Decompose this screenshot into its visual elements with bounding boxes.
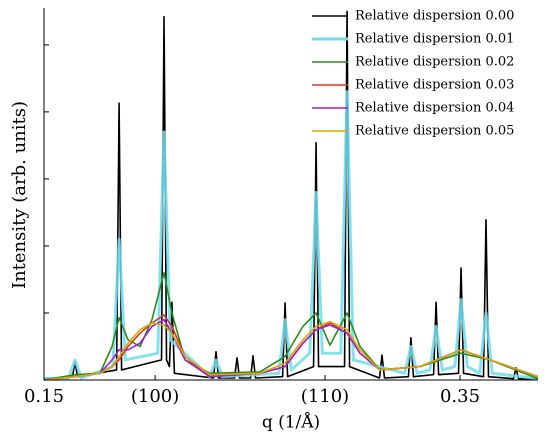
legend-label: Relative dispersion 0.02 [355, 55, 514, 70]
legend-label: Relative dispersion 0.03 [355, 78, 514, 93]
x-tick-label: (100) [131, 386, 179, 407]
series-line [43, 90, 539, 381]
legend-label: Relative dispersion 0.05 [355, 124, 514, 139]
x-axis-label: q (1/Å) [262, 412, 320, 433]
x-tick-label: (110) [301, 386, 349, 407]
series-line [43, 320, 539, 381]
legend-label: Relative dispersion 0.01 [355, 32, 514, 47]
x-tick-label: 0.35 [440, 386, 480, 407]
series-line [43, 10, 538, 380]
legend-label: Relative dispersion 0.00 [355, 9, 514, 24]
y-axis-label: Intensity (arb. units) [9, 101, 30, 289]
legend-label: Relative dispersion 0.04 [355, 101, 514, 116]
x-tick-label: 0.15 [24, 386, 64, 407]
